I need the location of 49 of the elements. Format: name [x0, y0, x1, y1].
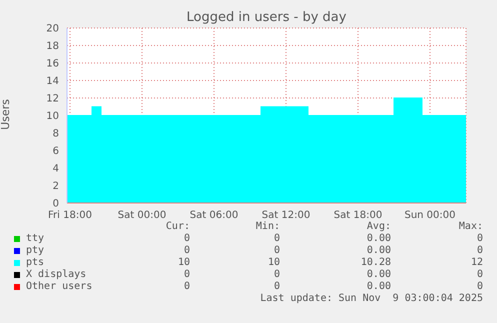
text: Last update: Sun Nov 9 03:00:04 2025: [260, 293, 483, 304]
chart-title: Logged in users - by day: [186, 10, 348, 25]
text: 0.00: [366, 233, 391, 244]
text: Max:: [458, 221, 483, 232]
y-tick-label: 2: [52, 181, 59, 192]
text: 0: [476, 245, 483, 256]
legend-label: tty: [26, 233, 44, 244]
text: 0: [184, 269, 190, 280]
text: 0.00: [366, 281, 391, 292]
text: 0: [476, 233, 483, 244]
y-tick-label: 8: [52, 128, 59, 140]
text: 0: [476, 281, 483, 292]
y-tick-label: 16: [46, 58, 59, 70]
x-tick-label: Fri 18:00: [48, 210, 92, 222]
text: 0: [184, 233, 190, 244]
text: Cur:: [166, 221, 190, 232]
text: 0.00: [366, 269, 391, 280]
text: 0: [274, 245, 280, 256]
text: 0: [184, 281, 190, 292]
text: 0: [274, 233, 280, 244]
y-axis-title: Users: [0, 99, 12, 130]
text: 10: [268, 257, 280, 268]
y-tick-label: 20: [46, 24, 59, 35]
text: 0: [184, 245, 190, 256]
y-tick-label: 0: [52, 198, 59, 210]
text: Min:: [256, 221, 280, 232]
y-tick-label: 14: [46, 76, 59, 88]
legend-label: X displays: [26, 269, 86, 280]
text: 0: [274, 269, 280, 280]
y-tick-label: 4: [52, 164, 59, 175]
text: 10: [178, 257, 190, 268]
y-tick-label: 10: [46, 111, 59, 122]
x-tick-label: Sat 06:00: [190, 210, 238, 222]
x-tick-label: Sun 00:00: [404, 210, 456, 222]
text: 0: [476, 269, 483, 280]
legend-label: Other users: [26, 281, 92, 292]
y-tick-label: 12: [46, 94, 59, 105]
legend-label: pty: [26, 245, 44, 256]
text: 10.28: [360, 257, 391, 268]
text: Avg:: [366, 221, 391, 232]
legend-label: pts: [26, 257, 44, 268]
text: 0: [274, 281, 280, 292]
text: 12: [470, 257, 483, 268]
x-tick-label: Sat 12:00: [262, 210, 310, 222]
y-tick-label: 18: [46, 41, 59, 52]
x-tick-label: Sat 00:00: [118, 210, 166, 222]
text: 0.00: [366, 245, 391, 256]
x-tick-label: Sat 18:00: [334, 210, 382, 222]
y-tick-label: 6: [52, 146, 59, 158]
